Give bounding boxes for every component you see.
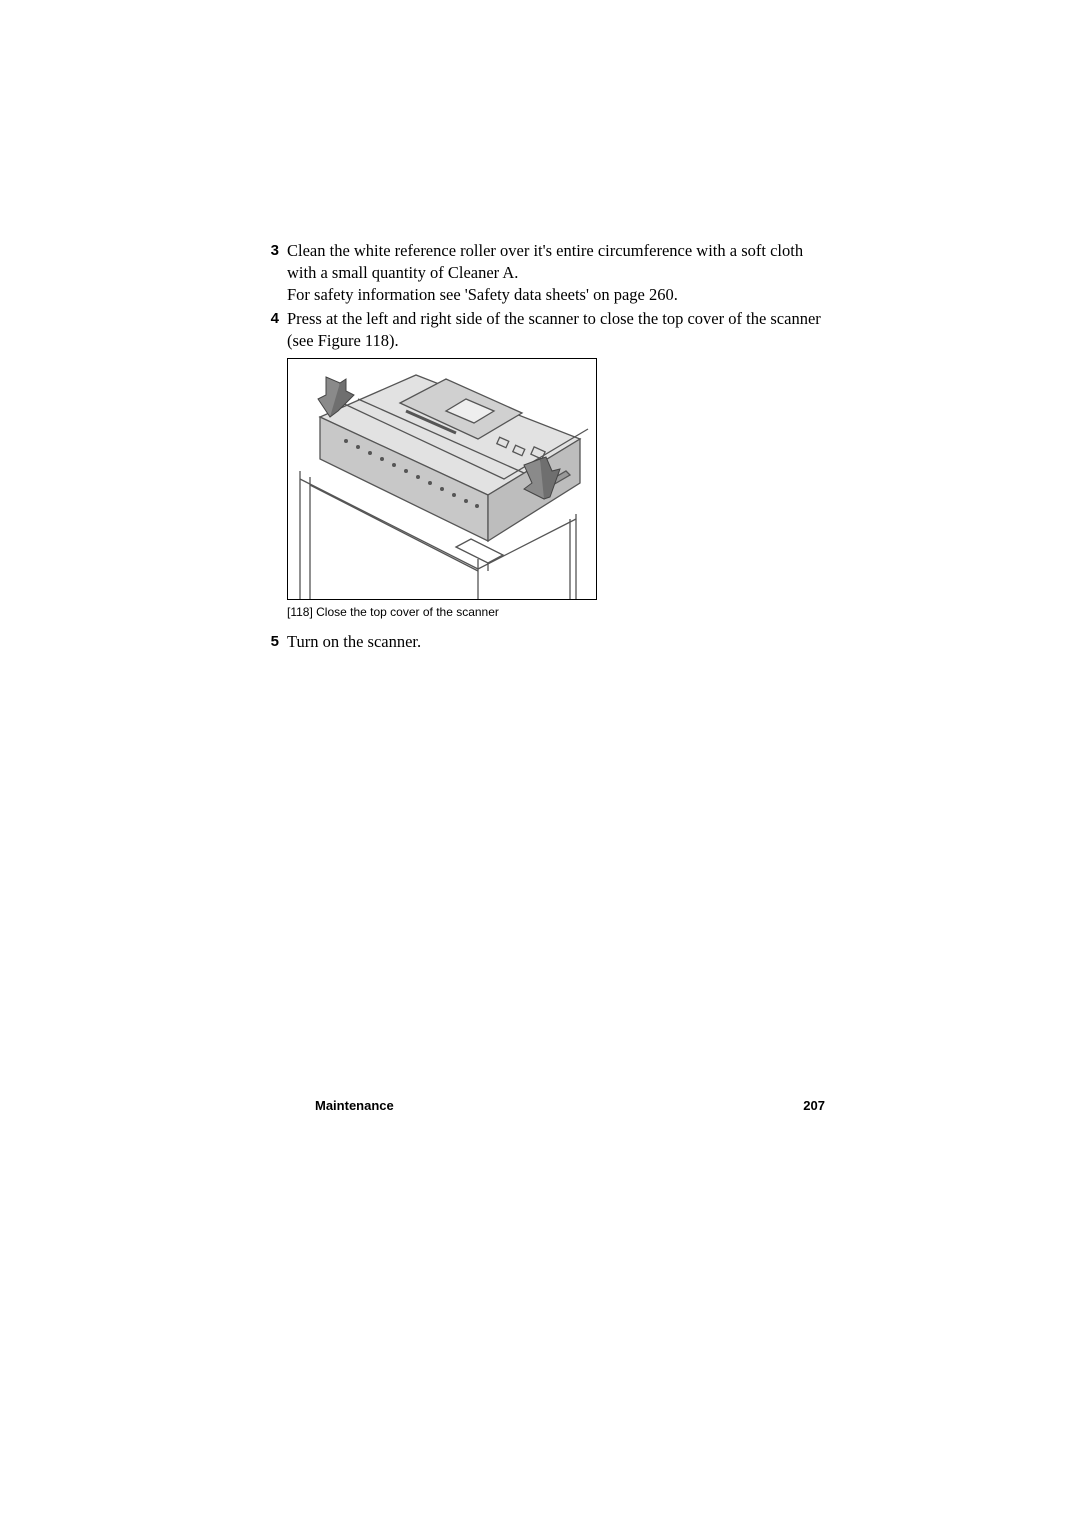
- step-text: Turn on the scanner.: [287, 631, 825, 653]
- step-number: 3: [265, 240, 287, 306]
- figure-caption: [118] Close the top cover of the scanner: [287, 602, 825, 631]
- step-number: 5: [265, 631, 287, 653]
- figure-118: [287, 358, 597, 600]
- step-number: 4: [265, 308, 287, 352]
- step-3-line2: For safety information see 'Safety data …: [287, 285, 678, 304]
- step-5: 5 Turn on the scanner.: [265, 631, 825, 653]
- scanner-illustration: [288, 359, 597, 600]
- page-footer: Maintenance 207: [265, 1098, 825, 1113]
- footer-section: Maintenance: [265, 1098, 394, 1113]
- footer-page-number: 207: [803, 1098, 825, 1113]
- step-3-line1: Clean the white reference roller over it…: [287, 241, 803, 282]
- step-4: 4 Press at the left and right side of th…: [265, 308, 825, 352]
- step-text: Clean the white reference roller over it…: [287, 240, 825, 306]
- step-3: 3 Clean the white reference roller over …: [265, 240, 825, 306]
- step-text: Press at the left and right side of the …: [287, 308, 825, 352]
- main-content: 3 Clean the white reference roller over …: [265, 240, 825, 655]
